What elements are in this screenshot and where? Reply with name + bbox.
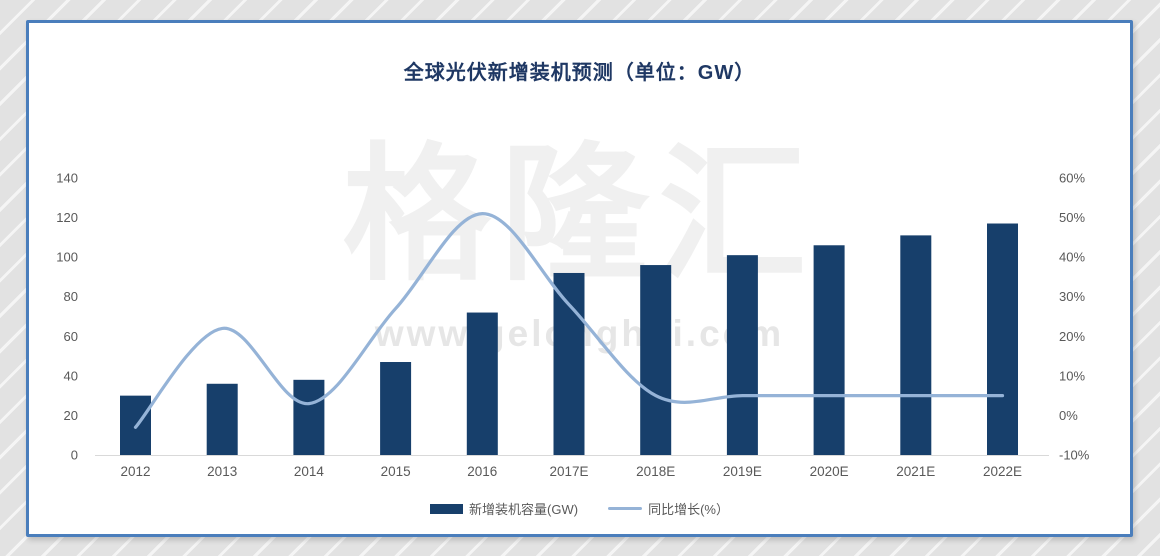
left-axis-tick-label: 40 xyxy=(64,368,78,383)
bar-2016 xyxy=(466,312,498,455)
right-axis-tick-label: 20% xyxy=(1059,329,1085,344)
x-axis-category-label: 2013 xyxy=(207,464,237,479)
x-axis-category-label: 2016 xyxy=(467,464,497,479)
chart-card: 全球光伏新增装机预测（单位：GW） 格隆汇 www.gelonghui.com … xyxy=(26,20,1133,537)
bar-2019E xyxy=(726,255,758,455)
growth-line-path xyxy=(133,211,1005,429)
x-axis-category-label: 2014 xyxy=(294,464,325,479)
right-axis-tick-label: 0% xyxy=(1059,408,1078,423)
left-axis-tick-label: 60 xyxy=(64,329,78,344)
left-axis-tick-label: 120 xyxy=(56,210,78,225)
bar-2021E xyxy=(900,235,932,455)
left-axis-tick-label: 0 xyxy=(71,448,78,463)
x-axis-category-label: 2017E xyxy=(549,464,588,479)
bar-2020E xyxy=(813,245,845,455)
chart-title: 全球光伏新增装机预测（单位：GW） xyxy=(403,62,756,84)
left-axis-tick-label: 100 xyxy=(56,250,78,265)
x-axis-category-label: 2015 xyxy=(381,464,411,479)
x-axis-category-label: 2020E xyxy=(810,464,849,479)
x-axis-category-label: 2021E xyxy=(896,464,935,479)
bar-2017E xyxy=(553,272,585,455)
right-axis-tick-label: 30% xyxy=(1059,289,1085,304)
x-axis-category-label: 2012 xyxy=(120,464,150,479)
line-series-swatch-icon xyxy=(608,507,643,510)
chart-legend: 新增装机容量(GW) 同比增长(%） xyxy=(29,499,1130,518)
bar-2018E xyxy=(640,265,672,455)
left-axis-tick-label: 140 xyxy=(56,171,78,186)
legend-item-line-series: 同比增长(%） xyxy=(608,499,729,518)
bar-2022E xyxy=(987,223,1018,455)
legend-label-bar-series: 新增装机容量(GW) xyxy=(469,502,579,517)
right-axis-tick-label: 60% xyxy=(1059,171,1085,186)
x-axis-category-label: 2019E xyxy=(723,464,762,479)
chart-svg: 0 20 40 60 80 100 120 140 -10% 0% 10% 20% 30% 40% 50% 6… xyxy=(56,171,1090,480)
legend-label-line-series: 同比增长(%） xyxy=(648,502,729,517)
right-axis-tick-label: -10% xyxy=(1059,448,1090,463)
right-axis-tick-label: 50% xyxy=(1059,210,1085,225)
legend-item-bar-series: 新增装机容量(GW) xyxy=(430,499,578,518)
right-axis-tick-label: 40% xyxy=(1059,250,1085,265)
right-axis-tick-label: 10% xyxy=(1059,368,1085,383)
left-axis-tick-label: 80 xyxy=(64,289,78,304)
bar-2015 xyxy=(380,362,412,455)
x-axis-category-label: 2022E xyxy=(983,464,1022,479)
x-axis-category-label: 2018E xyxy=(636,464,675,479)
left-axis-tick-label: 20 xyxy=(64,408,78,423)
bar-series-swatch-icon xyxy=(430,503,464,514)
bar-2013 xyxy=(206,383,238,455)
bar-2014 xyxy=(293,379,325,455)
